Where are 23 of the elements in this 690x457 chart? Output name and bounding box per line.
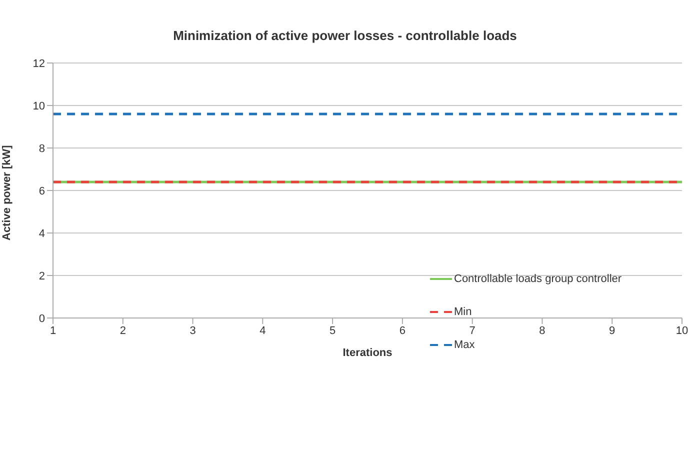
- y-tick-label: 10: [32, 100, 45, 112]
- y-tick-label: 4: [38, 228, 45, 240]
- x-axis-title: Iterations: [342, 347, 392, 359]
- y-tick-label: 2: [38, 270, 45, 282]
- y-tick-label: 8: [38, 142, 45, 155]
- x-tick-label: 4: [260, 324, 266, 337]
- x-tick-label: 1: [50, 324, 56, 337]
- x-tick-label: 9: [609, 324, 616, 337]
- x-tick-label: 10: [676, 324, 688, 337]
- x-tick-label: 8: [539, 324, 546, 337]
- y-tick-label: 6: [38, 185, 45, 198]
- chart-title: Minimization of active power losses - controllable loads: [172, 28, 518, 43]
- x-tick-label: 6: [399, 324, 406, 337]
- x-tick-label: 2: [120, 324, 126, 337]
- y-tick-label: 12: [32, 58, 45, 70]
- y-axis-title: Active power [kW]: [0, 144, 13, 240]
- legend-label: Controllable loads group controller: [454, 272, 622, 284]
- y-tick-label: 0: [38, 312, 45, 325]
- x-tick-label: 3: [190, 324, 196, 337]
- x-tick-label: 5: [329, 324, 336, 337]
- legend-label: Max: [454, 338, 475, 350]
- legend-label: Min: [454, 306, 472, 318]
- x-tick-label: 7: [469, 324, 476, 337]
